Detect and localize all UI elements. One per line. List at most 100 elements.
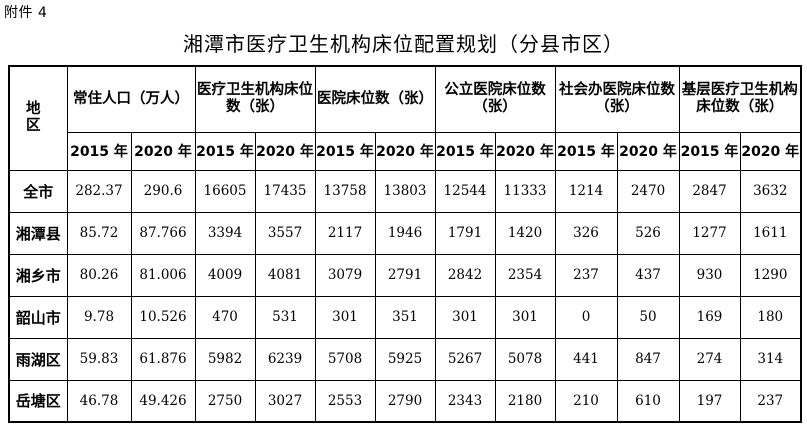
table-cell: 87.766 <box>130 211 196 255</box>
table-cell: 59.83 <box>66 337 132 381</box>
table-cell: 531 <box>254 295 316 339</box>
group-header-population: 常住人口（万人） <box>66 65 196 133</box>
table-cell: 12544 <box>434 169 496 213</box>
table-cell: 0 <box>554 295 618 339</box>
table-row: 韶山市 9.78 10.526 470 531 301 351 301 301 0 50 169 180 <box>8 295 802 339</box>
bed-allocation-table: 地 区 常住人口（万人） 医疗卫生机构床位数（张） 医院床位数（张） 公立医院床… <box>8 65 802 423</box>
table-cell: 282.37 <box>66 169 132 213</box>
table-cell: 169 <box>678 295 741 339</box>
table-cell: 13758 <box>314 169 376 213</box>
table-cell: 5925 <box>374 337 436 381</box>
year-header: 2020 年 <box>254 131 316 171</box>
table-cell: 3079 <box>314 253 376 297</box>
table-cell: 2553 <box>314 379 376 423</box>
region-name: 雨湖区 <box>8 337 68 381</box>
page-title: 湘潭市医疗卫生机构床位配置规划（分县市区） <box>183 32 624 56</box>
attachment-label: 附件 4 <box>4 5 48 21</box>
table-cell: 5708 <box>314 337 376 381</box>
table-cell: 1611 <box>739 211 802 255</box>
year-header: 2015 年 <box>194 131 256 171</box>
table-cell: 6239 <box>254 337 316 381</box>
table-cell: 3557 <box>254 211 316 255</box>
table-row: 岳塘区 46.78 49.426 2750 3027 2553 2790 2343 2180 21… <box>8 379 802 423</box>
table-cell: 2343 <box>434 379 496 423</box>
table-cell: 301 <box>314 295 376 339</box>
table-cell: 49.426 <box>130 379 196 423</box>
header-row-years: 2015 年 2020 年 2015 年 2020 年 2015 年 2020 … <box>9 131 802 171</box>
table-cell: 437 <box>616 253 680 297</box>
year-header: 2015 年 <box>314 131 376 171</box>
table-cell: 2117 <box>314 211 376 255</box>
table-cell: 301 <box>494 295 556 339</box>
table-cell: 10.526 <box>130 295 196 339</box>
table-cell: 16605 <box>194 169 256 213</box>
table-cell: 3027 <box>254 379 316 423</box>
table-cell: 847 <box>616 337 680 381</box>
year-header: 2020 年 <box>130 131 196 171</box>
table-cell: 290.6 <box>130 169 196 213</box>
table-cell: 326 <box>554 211 618 255</box>
table-body: 全市 282.37 290.6 16605 17435 13758 13803 12544 11… <box>8 169 802 423</box>
table-cell: 1290 <box>739 253 802 297</box>
table-cell: 1420 <box>494 211 556 255</box>
group-header-public-hospital-beds: 公立医院床位数（张） <box>434 65 556 133</box>
table-row: 雨湖区 59.83 61.876 5982 6239 5708 5925 5267 5078 44… <box>8 337 802 381</box>
year-header: 2015 年 <box>554 131 618 171</box>
table-cell: 5982 <box>194 337 256 381</box>
region-name: 全市 <box>8 169 68 213</box>
table-cell: 11333 <box>494 169 556 213</box>
table-cell: 2842 <box>434 253 496 297</box>
region-header: 地 区 <box>8 65 68 171</box>
table-cell: 1214 <box>554 169 618 213</box>
table-cell: 2750 <box>194 379 256 423</box>
table-cell: 351 <box>374 295 436 339</box>
table-cell: 17435 <box>254 169 316 213</box>
table-cell: 4081 <box>254 253 316 297</box>
table-cell: 9.78 <box>66 295 132 339</box>
region-name: 岳塘区 <box>8 379 68 423</box>
year-header: 2020 年 <box>616 131 680 171</box>
table-cell: 5078 <box>494 337 556 381</box>
table-cell: 3632 <box>739 169 802 213</box>
group-header-hospital-beds: 医院床位数（张） <box>314 65 436 133</box>
group-header-primary-care-beds: 基层医疗卫生机构床位数（张） <box>678 65 802 133</box>
table-cell: 5267 <box>434 337 496 381</box>
year-header: 2020 年 <box>494 131 556 171</box>
table-cell: 274 <box>678 337 741 381</box>
table-cell: 441 <box>554 337 618 381</box>
table-cell: 2790 <box>374 379 436 423</box>
table-cell: 210 <box>554 379 618 423</box>
group-header-medical-beds: 医疗卫生机构床位数（张） <box>194 65 316 133</box>
table-cell: 81.006 <box>130 253 196 297</box>
table-cell: 470 <box>194 295 256 339</box>
table-cell: 314 <box>739 337 802 381</box>
table-cell: 526 <box>616 211 680 255</box>
table-cell: 2354 <box>494 253 556 297</box>
table-cell: 180 <box>739 295 802 339</box>
table-cell: 2470 <box>616 169 680 213</box>
table-cell: 4009 <box>194 253 256 297</box>
header-row-groups: 地 区 常住人口（万人） 医疗卫生机构床位数（张） 医院床位数（张） 公立医院床… <box>8 65 802 171</box>
table-cell: 237 <box>554 253 618 297</box>
table-cell: 2791 <box>374 253 436 297</box>
year-header: 2015 年 <box>66 131 132 171</box>
table-cell: 3394 <box>194 211 256 255</box>
table-cell: 1791 <box>434 211 496 255</box>
table-row: 湘乡市 80.26 81.006 4009 4081 3079 2791 2842 2354 23… <box>8 253 802 297</box>
region-name: 湘潭县 <box>8 211 68 255</box>
region-name: 湘乡市 <box>8 253 68 297</box>
table-cell: 930 <box>678 253 741 297</box>
table-cell: 13803 <box>374 169 436 213</box>
table-cell: 237 <box>739 379 802 423</box>
year-header: 2015 年 <box>434 131 496 171</box>
table-cell: 1946 <box>374 211 436 255</box>
year-header: 2020 年 <box>739 131 802 171</box>
table-cell: 85.72 <box>66 211 132 255</box>
table-cell: 50 <box>616 295 680 339</box>
table-cell: 610 <box>616 379 680 423</box>
year-header: 2015 年 <box>678 131 741 171</box>
table-cell: 197 <box>678 379 741 423</box>
table-cell: 61.876 <box>130 337 196 381</box>
table-cell: 301 <box>434 295 496 339</box>
table-row: 全市 282.37 290.6 16605 17435 13758 13803 12544 11… <box>8 169 802 213</box>
